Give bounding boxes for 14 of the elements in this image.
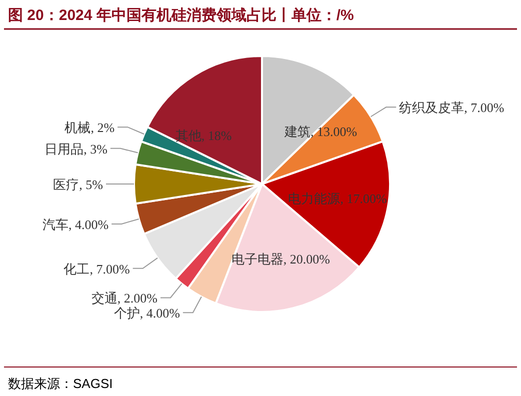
slice-label: 机械, 2% xyxy=(64,120,115,136)
slice-label: 交通, 2.00% xyxy=(91,290,158,306)
slice-label: 建筑, 13.00% xyxy=(283,124,358,139)
slice-label: 医疗, 5% xyxy=(53,177,104,192)
slice-label: 个护, 4.00% xyxy=(114,306,180,321)
slice-label: 电力能源, 17.00% xyxy=(288,191,387,206)
slice-label: 其他, 18% xyxy=(175,128,232,144)
slice-label: 日用品, 3% xyxy=(44,141,108,156)
chart-title: 图 20：2024 年中国有机硅消费领域占比丨单位：/% xyxy=(8,7,354,24)
source-note: 数据来源：SAGSI xyxy=(8,376,113,391)
slice-label: 电子电器, 20.00% xyxy=(231,251,330,266)
slice-label: 纺织及皮革, 7.00% xyxy=(399,100,504,116)
slice-label: 化工, 7.00% xyxy=(64,261,130,276)
slice-label: 汽车, 4.00% xyxy=(42,216,109,232)
